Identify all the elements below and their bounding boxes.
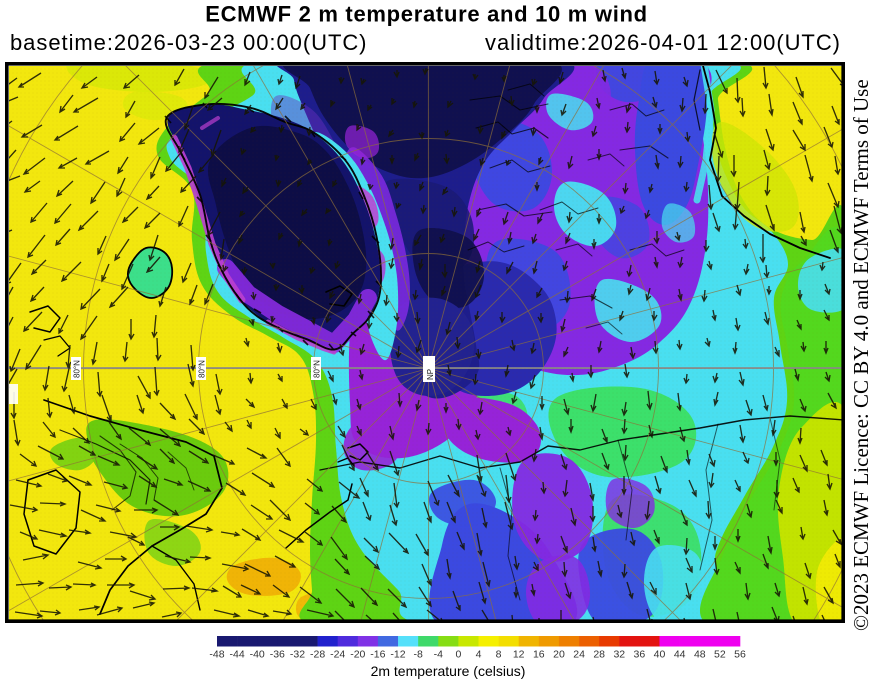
svg-text:24: 24 xyxy=(573,649,585,661)
svg-text:20: 20 xyxy=(553,649,565,661)
svg-text:40: 40 xyxy=(654,649,666,661)
svg-text:56: 56 xyxy=(734,649,746,661)
svg-text:-8: -8 xyxy=(414,649,423,661)
svg-text:36: 36 xyxy=(634,649,646,661)
svg-text:ECMWF 2 m temperature and 10 m: ECMWF 2 m temperature and 10 m wind xyxy=(205,2,648,27)
svg-text:-24: -24 xyxy=(330,649,345,661)
svg-text:-20: -20 xyxy=(350,649,365,661)
svg-text:2m temperature (celsius): 2m temperature (celsius) xyxy=(371,663,526,679)
svg-text:8: 8 xyxy=(496,649,502,661)
svg-text:52: 52 xyxy=(714,649,726,661)
svg-text:80°N: 80°N xyxy=(73,360,82,378)
svg-text:16: 16 xyxy=(533,649,545,661)
svg-text:0: 0 xyxy=(455,649,461,661)
svg-text:80°N: 80°N xyxy=(198,360,207,378)
svg-text:basetime:2026-03-23 00:00(UTC): basetime:2026-03-23 00:00(UTC) xyxy=(10,30,367,55)
svg-text:-40: -40 xyxy=(250,649,265,661)
svg-text:-16: -16 xyxy=(370,649,385,661)
svg-text:80°N: 80°N xyxy=(313,360,322,378)
svg-text:-28: -28 xyxy=(310,649,325,661)
svg-text:©2023 ECMWF Licence: CC BY 4.0: ©2023 ECMWF Licence: CC BY 4.0 and ECMWF… xyxy=(849,79,870,631)
svg-text:NP: NP xyxy=(426,369,435,380)
svg-text:-4: -4 xyxy=(434,649,443,661)
svg-text:28: 28 xyxy=(593,649,605,661)
svg-text:44: 44 xyxy=(674,649,686,661)
svg-text:48: 48 xyxy=(694,649,706,661)
svg-text:-32: -32 xyxy=(290,649,305,661)
svg-text:-36: -36 xyxy=(270,649,285,661)
svg-text:-48: -48 xyxy=(209,649,224,661)
svg-text:32: 32 xyxy=(613,649,625,661)
svg-text:4: 4 xyxy=(476,649,482,661)
svg-text:-44: -44 xyxy=(230,649,245,661)
svg-text:validtime:2026-04-01 12:00(UTC: validtime:2026-04-01 12:00(UTC) xyxy=(485,30,841,55)
svg-text:-12: -12 xyxy=(390,649,405,661)
svg-text:12: 12 xyxy=(513,649,525,661)
